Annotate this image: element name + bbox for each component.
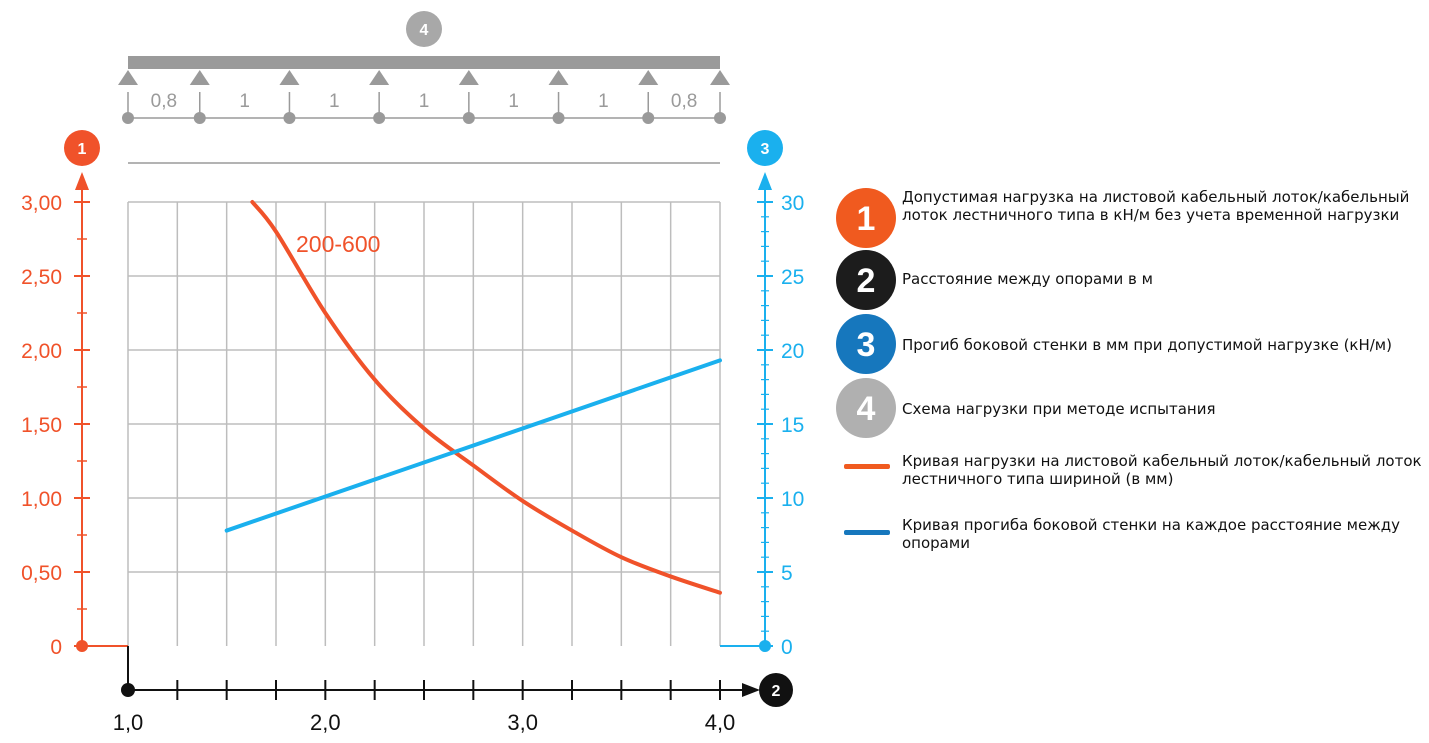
right-axis-badge-icon (747, 130, 783, 166)
svg-text:1: 1 (857, 200, 876, 238)
right-axis-tick-label: 30 (781, 192, 804, 215)
span-label: 1 (329, 91, 340, 112)
left-axis-tick-label: 2,00 (21, 340, 62, 363)
x-axis-badge-icon (759, 673, 793, 707)
orange-line-swatch-icon (844, 464, 890, 469)
legend: 1 Допустимая нагрузка на листовой кабель… (834, 0, 1429, 743)
load-curve-line (250, 200, 722, 595)
legend-text: Кривая прогиба боковой стенки на каждое … (902, 516, 1400, 552)
span-label: 1 (508, 91, 519, 112)
right-axis-tick-label: 5 (781, 562, 793, 585)
legend-text: Допустимая нагрузка на листовой кабельны… (902, 188, 1410, 224)
x-axis-arrow-icon (742, 683, 760, 697)
right-axis-arrow-icon (758, 172, 772, 190)
load-scheme-badge-icon (406, 11, 442, 47)
left-axis-badge-icon (64, 130, 100, 166)
chart-area: 0 0,50 1,00 1,50 2,00 2,50 3,00 1 0 5 10 15 20 25 30 3 1… (21, 11, 804, 735)
x-axis-tick-label: 4,0 (705, 710, 736, 735)
support-triangle-icon (710, 70, 730, 85)
span-label: 0,8 (151, 91, 177, 112)
right-axis-tick-label: 25 (781, 266, 804, 289)
number-4-badge-icon: 4 (836, 378, 896, 438)
left-axis-tick-label: 1,00 (21, 488, 62, 511)
legend-text: Схема нагрузки при методе испытания (902, 400, 1216, 418)
x-axis-tick-label: 3,0 (507, 710, 538, 735)
series-label: 200-600 (296, 231, 380, 257)
right-axis-tick-label: 15 (781, 414, 804, 437)
right-axis-tick-label: 20 (781, 340, 804, 363)
x-axis-badge-label: 2 (772, 683, 781, 700)
left-axis-tick-label: 3,00 (21, 192, 62, 215)
blue-line-swatch-icon (844, 530, 890, 535)
legend-text: Прогиб боковой стенки в мм при допустимо… (902, 336, 1392, 354)
number-2-badge-icon: 2 (836, 250, 896, 310)
left-axis-tick-label: 0,50 (21, 562, 62, 585)
support-triangle-icon (548, 70, 569, 85)
right-axis-tick-label: 10 (781, 488, 804, 511)
svg-text:3: 3 (857, 326, 876, 364)
support-triangle-icon (638, 70, 659, 85)
support-triangle-icon (458, 70, 479, 85)
load-deflection-chart: 00,501,001,502,002,503,00105101520253031… (21, 11, 804, 735)
left-axis-arrow-icon (75, 172, 89, 190)
legend-text: Кривая нагрузки на листовой кабельный ло… (902, 452, 1422, 488)
span-label: 0,8 (671, 91, 697, 112)
load-beam (128, 56, 720, 69)
left-axis-tick-label: 2,50 (21, 266, 62, 289)
left-axis-tick-label: 0 (50, 636, 62, 659)
number-1-badge-icon: 1 (836, 188, 896, 248)
span-label: 1 (239, 91, 250, 112)
right-axis-tick-label: 0 (781, 636, 793, 659)
span-label: 1 (598, 91, 609, 112)
span-label: 1 (419, 91, 430, 112)
support-triangle-icon (369, 70, 390, 85)
deflection-curve-line (224, 358, 722, 533)
svg-text:4: 4 (857, 390, 876, 428)
left-axis-tick-label: 1,50 (21, 414, 62, 437)
svg-text:2: 2 (857, 262, 876, 300)
support-triangle-icon (189, 70, 210, 85)
load-scheme-badge-label: 4 (420, 22, 429, 39)
x-axis-tick-label: 2,0 (310, 710, 341, 735)
support-triangle-icon (118, 70, 138, 85)
number-3-badge-icon: 3 (836, 314, 896, 374)
legend-text: Расстояние между опорами в м (902, 270, 1153, 288)
right-axis-badge-label: 3 (761, 141, 770, 158)
support-triangle-icon (279, 70, 300, 85)
x-axis-origin-dot (121, 683, 135, 697)
left-axis-badge-label: 1 (78, 141, 87, 158)
x-axis-tick-label: 1,0 (113, 710, 144, 735)
